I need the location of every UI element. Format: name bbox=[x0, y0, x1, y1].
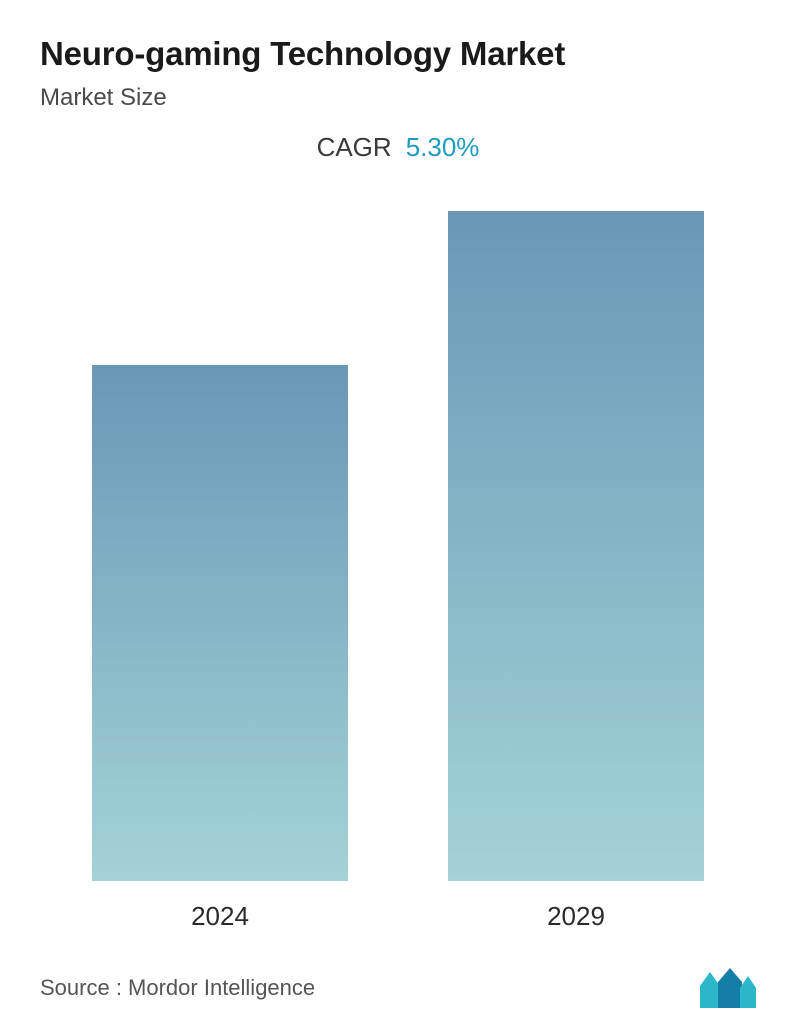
cagr-value: 5.30% bbox=[406, 132, 480, 163]
chart-card: Neuro-gaming Technology Market Market Si… bbox=[0, 0, 796, 1034]
bar-label-0: 2024 bbox=[191, 901, 249, 932]
chart-subtitle: Market Size bbox=[40, 84, 756, 112]
cagr-row: CAGR 5.30% bbox=[40, 132, 756, 163]
bar-wrap-0: 2024 bbox=[92, 365, 348, 932]
footer: Source : Mordor Intelligence bbox=[40, 962, 756, 1008]
bar-0 bbox=[92, 365, 348, 881]
chart-area: 2024 2029 bbox=[40, 163, 756, 932]
bar-label-1: 2029 bbox=[547, 901, 605, 932]
bar-1 bbox=[448, 211, 704, 881]
cagr-label: CAGR bbox=[317, 132, 392, 163]
source-text: Source : Mordor Intelligence bbox=[40, 975, 315, 1001]
chart-title: Neuro-gaming Technology Market bbox=[40, 34, 756, 74]
brand-logo-icon bbox=[700, 968, 756, 1008]
bar-wrap-1: 2029 bbox=[448, 211, 704, 932]
